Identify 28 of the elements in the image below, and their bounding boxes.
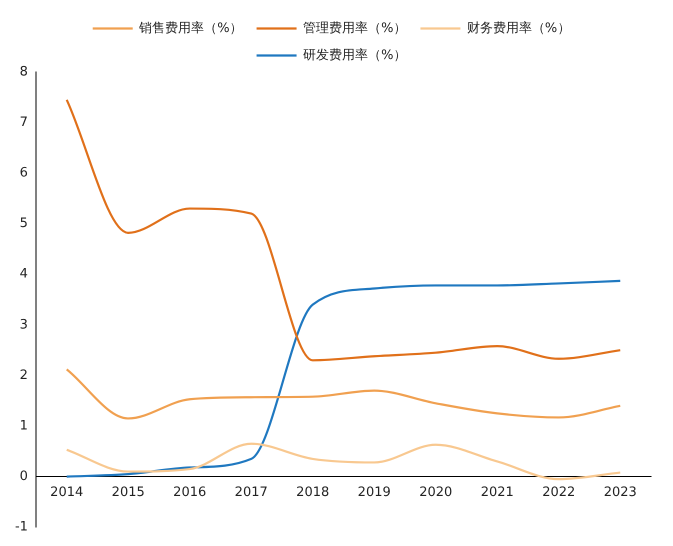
x-tick-label: 2017 [234,484,268,500]
y-tick-label: 7 [20,114,28,130]
line-series [66,98,622,362]
legend-label: 管理费用率（%） [303,20,406,36]
legend-label: 财务费用率（%） [466,20,570,36]
x-tick-label: 2022 [542,484,576,500]
y-tick-label: 6 [20,166,28,181]
legend-label: 销售费用率（%） [138,20,243,36]
x-tick-label: 2020 [419,484,452,500]
x-tick-label: 2015 [112,484,145,500]
y-tick-label: 0 [20,468,28,484]
x-tick-label: 2016 [173,484,206,500]
line-series [66,368,622,420]
legend-label: 研发费用率（%） [303,46,406,63]
x-tick-label: 2018 [296,484,330,500]
y-tick-label: 5 [20,216,28,232]
line-series [66,442,622,480]
y-tick-label: 1 [20,418,28,434]
y-tick-label: 2 [20,368,28,383]
x-tick-label: 2019 [358,484,391,500]
y-tick-label: 3 [20,317,28,332]
line-series [66,280,622,478]
y-tick-label: -1 [14,520,28,535]
y-tick-label: 8 [20,64,28,80]
x-tick-label: 2023 [604,484,637,500]
x-tick-label: 2021 [480,484,514,500]
x-tick-label: 2014 [50,484,84,500]
y-tick-label: 4 [20,266,28,282]
